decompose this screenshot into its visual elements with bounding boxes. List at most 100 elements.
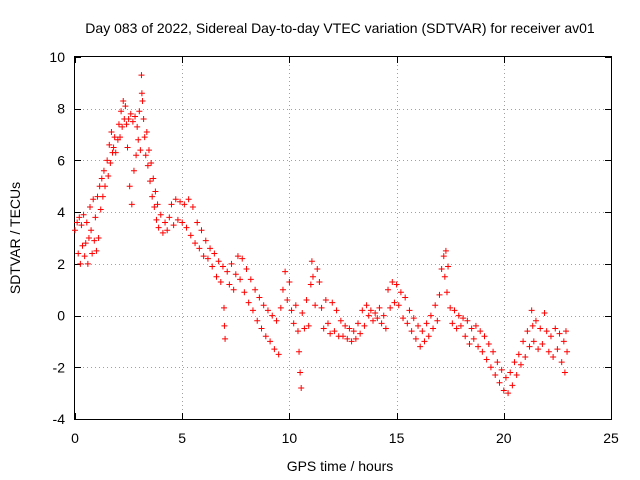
y-tick-label: 8: [57, 101, 65, 117]
data-point: [207, 245, 214, 252]
data-point: [252, 286, 259, 293]
data-point: [138, 90, 145, 97]
data-point: [406, 307, 413, 314]
data-point: [87, 203, 94, 210]
data-point: [547, 333, 554, 340]
data-point: [81, 253, 88, 260]
data-point: [179, 219, 186, 226]
data-point: [104, 157, 111, 164]
data-point: [122, 103, 129, 110]
data-point: [119, 123, 126, 130]
data-point: [98, 175, 105, 182]
data-point: [271, 346, 278, 353]
data-point: [215, 258, 222, 265]
data-point: [221, 322, 228, 329]
y-tick-label: 10: [49, 49, 65, 65]
data-point: [535, 346, 542, 353]
data-point: [217, 278, 224, 285]
data-point: [498, 366, 505, 373]
data-point: [290, 320, 297, 327]
x-tick-label: 5: [178, 430, 186, 446]
data-point: [505, 390, 512, 397]
data-point: [89, 250, 96, 257]
data-point: [419, 328, 426, 335]
data-point: [494, 359, 501, 366]
data-point: [526, 343, 533, 350]
data-point: [153, 216, 160, 223]
data-point: [237, 276, 244, 283]
data-point: [141, 134, 148, 141]
data-point: [77, 260, 84, 267]
data-point: [137, 147, 144, 154]
data-point: [490, 348, 497, 355]
data-point: [164, 227, 171, 234]
data-point: [183, 224, 190, 231]
data-point: [181, 201, 188, 208]
data-point: [342, 322, 349, 329]
data-point: [303, 297, 310, 304]
data-point: [84, 260, 91, 267]
data-point: [402, 294, 409, 301]
data-point: [177, 198, 184, 205]
data-point: [133, 152, 140, 159]
data-point: [301, 325, 308, 332]
data-point: [324, 320, 331, 327]
data-point: [359, 307, 366, 314]
data-point: [346, 325, 353, 332]
data-point: [509, 382, 516, 389]
data-point: [520, 338, 527, 345]
data-point: [322, 297, 329, 304]
data-point: [241, 289, 248, 296]
data-point: [562, 328, 569, 335]
data-point: [365, 312, 372, 319]
x-axis-label: GPS time / hours: [287, 458, 394, 474]
data-point: [172, 196, 179, 203]
data-point: [82, 240, 89, 247]
data-point: [410, 315, 417, 322]
data-point: [453, 325, 460, 332]
data-point: [292, 302, 299, 309]
data-point: [198, 227, 205, 234]
y-tick-label: -2: [53, 359, 66, 375]
data-point: [282, 268, 289, 275]
data-point: [117, 134, 124, 141]
x-tick-label: 10: [282, 430, 298, 446]
data-point: [194, 219, 201, 226]
data-point: [470, 335, 477, 342]
data-point: [487, 364, 494, 371]
data-point: [554, 346, 561, 353]
data-point: [400, 315, 407, 322]
data-point: [552, 325, 559, 332]
data-point: [545, 348, 552, 355]
data-point: [110, 144, 117, 151]
data-point: [91, 237, 98, 244]
data-point: [170, 222, 177, 229]
data-point: [561, 369, 568, 376]
data-point: [112, 149, 119, 156]
data-point: [221, 304, 228, 311]
data-point: [94, 193, 101, 200]
data-point: [224, 268, 231, 275]
data-point: [78, 222, 85, 229]
data-point: [305, 322, 312, 329]
data-point: [393, 281, 400, 288]
data-point: [260, 302, 267, 309]
grid-lines: [75, 57, 611, 419]
data-point: [209, 263, 216, 270]
data-point: [436, 291, 443, 298]
data-point: [279, 286, 286, 293]
y-tick-label: 0: [57, 308, 65, 324]
data-point: [129, 118, 136, 125]
data-point: [440, 253, 447, 260]
x-axis: 0 5 10 15 20 25: [71, 57, 619, 446]
data-point: [108, 128, 115, 135]
data-point: [145, 147, 152, 154]
plot-frame: [74, 56, 612, 420]
data-point: [524, 328, 531, 335]
data-point: [387, 304, 394, 311]
data-point: [438, 266, 445, 273]
data-point: [441, 273, 448, 280]
y-tick-label: 4: [57, 204, 65, 220]
data-point: [192, 240, 199, 247]
data-point: [79, 242, 86, 249]
